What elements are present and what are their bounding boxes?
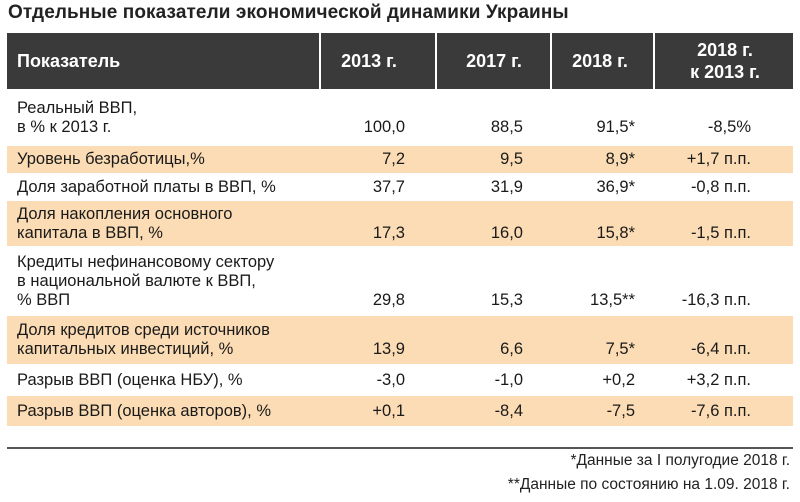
value-diff: -0,8 п.п. <box>690 178 751 196</box>
row-label: Доля заработной платы в ВВП, % <box>17 178 276 197</box>
table-row: Доля заработной платы в ВВП, % 37,7 31,9 36… <box>7 173 793 201</box>
value-2013: +0,1 <box>372 402 405 420</box>
row-label-line: капитальных инвестиций, % <box>17 340 234 358</box>
value-2018: 7,5* <box>605 340 635 358</box>
table-row: Разрыв ВВП (оценка авторов), % +0,1 -8,4 -7… <box>7 396 793 426</box>
value-2017: 31,9 <box>490 178 523 196</box>
row-label: Реальный ВВП, в % к 2013 г. <box>17 99 137 137</box>
value-diff: -7,6 п.п. <box>690 402 751 420</box>
header-divider <box>319 33 321 89</box>
table-body: Реальный ВВП, в % к 2013 г. 100,0 88,5 91,5*… <box>7 89 793 426</box>
row-label: Уровень безработицы,% <box>17 150 205 169</box>
value-2017: -8,4 <box>494 402 523 420</box>
value-2013: 7,2 <box>382 150 405 168</box>
table-row: Доля накопления основного капитала в ВВП,… <box>7 201 793 246</box>
row-label: Доля накопления основного капитала в ВВП,… <box>17 205 232 243</box>
value-2018: 91,5* <box>596 118 635 136</box>
row-label: Разрыв ВВП (оценка НБУ), % <box>17 371 243 390</box>
table-row: Уровень безработицы,% 7,2 9,5 8,9* +1,7 п.п. <box>7 146 793 173</box>
value-2017: 16,0 <box>490 224 523 242</box>
value-2013: 100,0 <box>363 118 405 136</box>
header-2018: 2018 г. <box>572 50 628 71</box>
row-label-line: Разрыв ВВП (оценка авторов), % <box>17 402 272 420</box>
row-label-line: Доля заработной платы в ВВП, % <box>17 178 276 196</box>
value-diff: -8,5% <box>707 118 751 136</box>
header-divider <box>435 33 437 89</box>
row-label: Доля кредитов среди источников капитальны… <box>17 321 270 359</box>
value-2013: -3,0 <box>376 371 405 389</box>
value-2017: 15,3 <box>490 291 523 309</box>
row-label: Разрыв ВВП (оценка авторов), % <box>17 402 271 421</box>
value-2017: 88,5 <box>490 118 523 136</box>
footnote-1: *Данные за I полугодие 2018 г. <box>570 452 790 469</box>
header-2013: 2013 г. <box>341 50 397 71</box>
header-divider <box>653 33 655 89</box>
value-2018: -7,5 <box>606 402 635 420</box>
footnote-2: **Данные по состоянию на 1.09. 2018 г. <box>507 476 790 493</box>
value-2017: -1,0 <box>494 371 523 389</box>
row-label-line: Кредиты нефинансовому сектору <box>17 253 275 271</box>
value-2013: 37,7 <box>372 178 405 196</box>
value-2018: +0,2 <box>602 371 635 389</box>
header-2017: 2017 г. <box>466 50 522 71</box>
value-2013: 13,9 <box>372 340 405 358</box>
value-2018: 36,9* <box>596 178 635 196</box>
row-label-line: Уровень безработицы,% <box>17 150 205 168</box>
table-header: Показатель 2013 г. 2017 г. 2018 г. 2018 … <box>7 33 793 89</box>
value-diff: -16,3 п.п. <box>681 291 751 309</box>
value-2018: 15,8* <box>596 224 635 242</box>
row-label-line: % ВВП <box>17 291 71 309</box>
table-bottom-rule <box>7 447 793 449</box>
value-diff: +3,2 п.п. <box>686 371 751 389</box>
row-label-line: капитала в ВВП, % <box>17 224 163 242</box>
row-label-line: Разрыв ВВП (оценка НБУ), % <box>17 371 243 389</box>
value-diff: -1,5 п.п. <box>690 224 751 242</box>
table-title: Отдельные показатели экономической динам… <box>8 2 569 23</box>
header-divider <box>550 33 552 89</box>
row-label-line: Доля кредитов среди источников <box>17 321 270 339</box>
table-row: Реальный ВВП, в % к 2013 г. 100,0 88,5 91,5*… <box>7 89 793 146</box>
header-2018-vs-2013-line1: 2018 г. <box>697 40 753 60</box>
row-label: Кредиты нефинансовому сектору в националь… <box>17 253 274 310</box>
value-2013: 17,3 <box>372 224 405 242</box>
table-row: Разрыв ВВП (оценка НБУ), % -3,0 -1,0 +0,2 +3… <box>7 364 793 396</box>
value-2013: 29,8 <box>372 291 405 309</box>
value-2018: 13,5** <box>590 291 635 309</box>
table-row: Доля кредитов среди источников капитальны… <box>7 316 793 364</box>
value-2017: 6,6 <box>500 340 523 358</box>
row-label-line: Доля накопления основного <box>17 205 233 223</box>
value-diff: -6,4 п.п. <box>690 340 751 358</box>
value-diff: +1,7 п.п. <box>686 150 751 168</box>
header-2018-vs-2013: 2018 г. к 2013 г. <box>657 33 793 89</box>
value-2017: 9,5 <box>500 150 523 168</box>
row-label-line: Реальный ВВП, <box>17 99 138 117</box>
row-label-line: в национальной валюте к ВВП, <box>17 272 256 290</box>
header-indicator: Показатель <box>17 50 121 71</box>
header-2018-vs-2013-line2: к 2013 г. <box>690 62 760 82</box>
table-row: Кредиты нефинансовому сектору в националь… <box>7 246 793 316</box>
row-label-line: в % к 2013 г. <box>17 118 112 136</box>
value-2018: 8,9* <box>605 150 635 168</box>
